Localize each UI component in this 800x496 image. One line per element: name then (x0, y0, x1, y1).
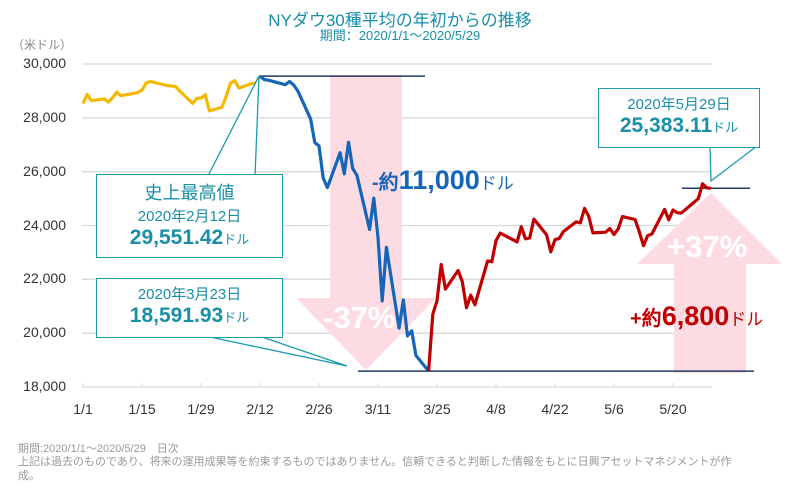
y-tick-label: 18,000 (23, 378, 66, 394)
y-tick-label: 24,000 (23, 216, 66, 233)
chart-title: NYダウ30種平均の年初からの推移 (268, 11, 532, 30)
low-value: 18,591.93ドル (129, 304, 250, 327)
latest-date: 2020年5月29日 (627, 96, 731, 113)
y-tick-label: 26,000 (23, 162, 66, 179)
peak-label: 史上最高値 (144, 183, 235, 203)
low-date: 2020年3月23日 (137, 286, 242, 303)
x-tick-label: 5/20 (659, 401, 687, 417)
latest-value: 25,383.11ドル (619, 114, 739, 137)
low-callout: 2020年3月23日 18,591.93ドル (96, 278, 283, 338)
footer-period: 期間:2020/1/1～2020/5/29 日次 (18, 443, 179, 455)
series-line-segment-1 (258, 74, 430, 373)
x-tick-label: 5/6 (604, 401, 624, 417)
x-tick-label: 4/8 (486, 401, 506, 417)
x-tick-label: 1/15 (128, 401, 156, 417)
peak-value: 29,551.42ドル (129, 226, 250, 249)
drop-amount-label: -約11,000ドル (372, 165, 514, 195)
down-arrow (296, 75, 436, 370)
low-callout-pointer (209, 336, 348, 367)
latest-callout-pointer (709, 145, 758, 183)
x-tick-label: 3/25 (423, 401, 451, 417)
rise-percent-label: +37% (667, 229, 748, 264)
y-tick-label: 30,000 (23, 55, 66, 71)
peak-date: 2020年2月12日 (137, 208, 242, 225)
chart-subtitle: 期間：2020/1/1～2020/5/29 (319, 28, 481, 43)
y-tick-label: 20,000 (23, 324, 66, 341)
series-line-segment-0 (81, 75, 262, 113)
x-tick-label: 2/12 (246, 401, 274, 417)
y-tick-label: 22,000 (23, 270, 66, 287)
rise-amount-label: +約6,800ドル (630, 301, 764, 331)
x-tick-label: 4/22 (541, 401, 569, 417)
x-tick-label: 2/26 (305, 401, 333, 417)
y-axis-unit: （米ドル） (12, 38, 73, 52)
x-tick-label: 1/29 (187, 401, 215, 417)
latest-callout: 2020年5月29日 25,383.11ドル (598, 88, 760, 148)
y-tick-label: 28,000 (23, 108, 66, 125)
drop-percent-label: -37% (323, 300, 396, 335)
up-arrow (637, 193, 782, 373)
series-line-segment-2 (427, 182, 712, 372)
x-tick-label: 1/1 (73, 401, 93, 417)
peak-callout-pointer (207, 75, 260, 177)
peak-callout: 史上最高値 2020年2月12日 29,551.42ドル (96, 174, 283, 258)
footer-disclaimer: 上記は過去のものであり、将来の運用成果等を約束するものではありません。信頼できる… (18, 456, 732, 482)
x-tick-label: 3/11 (364, 401, 392, 417)
